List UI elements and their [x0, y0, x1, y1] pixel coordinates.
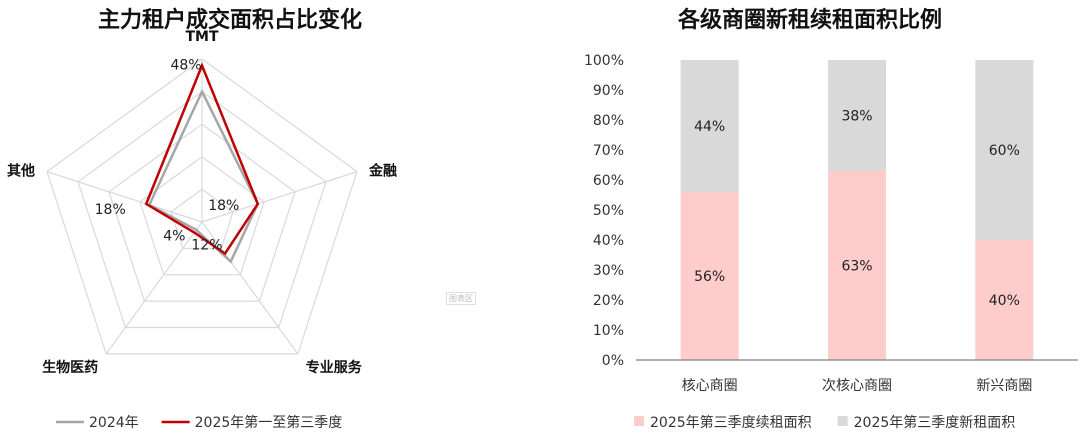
radar-legend-label: 2025年第一至第三季度 [195, 414, 343, 431]
bar-value-label: 38% [841, 109, 872, 125]
bar-value-label: 60% [989, 143, 1020, 159]
y-tick-label: 40% [593, 233, 624, 249]
x-category-label: 次核心商圈 [822, 378, 892, 394]
radar-spoke [105, 221, 203, 355]
radar-axis-label: 专业服务 [306, 359, 363, 376]
radar-spoke [201, 171, 358, 223]
radar-grid-ring [46, 58, 358, 355]
y-tick-label: 10% [593, 323, 624, 339]
bar-value-label: 40% [989, 293, 1020, 309]
y-tick-label: 50% [593, 203, 624, 219]
bar-legend-swatch [837, 416, 848, 426]
radar-spoke [201, 221, 299, 355]
radar-data-label: 4% [163, 229, 185, 245]
y-tick-label: 80% [593, 113, 624, 129]
radar-chart-title: 主力租户成交面积占比变化 [97, 8, 362, 33]
radar-axis-label: 其他 [7, 163, 35, 180]
radar-axis-label: 金融 [368, 163, 397, 180]
radar-data-label: 18% [95, 202, 126, 218]
y-tick-label: 20% [593, 293, 624, 309]
bar-value-label: 44% [694, 119, 725, 135]
radar-grid-ring [108, 123, 296, 302]
stacked-bar-chart-title: 各级商圈新租续租面积比例 [677, 8, 942, 33]
chart-area-watermark: 图表区 [446, 292, 476, 305]
stacked-bar-chart: 0% 10% 20% 30% 40% 50% 60% 70% 80% 90% 100% 56% 44% 核… [584, 53, 1078, 431]
bar-legend-label: 2025年第三季度新租面积 [854, 414, 1016, 431]
bar-segment-0 [828, 171, 886, 360]
radar-spoke [46, 171, 203, 223]
y-tick-label: 100% [584, 53, 624, 69]
radar-data-label: 48% [170, 58, 201, 74]
y-tick-label: 30% [593, 263, 624, 279]
y-tick-label: 90% [593, 83, 624, 99]
radar-grid-ring [77, 90, 327, 329]
bar-segment-1 [975, 60, 1034, 240]
stacked-bar-chart-panel: 各级商圈新租续租面积比例 0% 10% 20% 30% 40% 50% 60% 70% 80% 9… [540, 0, 1080, 439]
bar-segment-0 [975, 240, 1034, 360]
radar-axis-label: 生物医药 [42, 359, 98, 376]
y-tick-label: 0% [602, 353, 624, 369]
radar-legend-label: 2024年 [89, 415, 139, 431]
y-tick-label: 70% [593, 143, 624, 159]
bar-legend-label: 2025年第三季度续租面积 [650, 414, 812, 431]
bar-segment-1 [680, 60, 739, 192]
x-category-label: 核心商圈 [682, 378, 738, 394]
bar-segment-1 [828, 60, 886, 171]
radar-data-label: 18% [208, 198, 239, 214]
radar-data-label: 12% [191, 238, 222, 254]
bar-legend-swatch [634, 416, 644, 426]
radar-chart-panel: 主力租户成交面积占比变化 TMT 金融专业服务 生物医药 其他 48% 18% 12% 4% 1… [0, 0, 460, 439]
radar-series-1-line [144, 62, 260, 256]
bar-segment-0 [680, 192, 739, 360]
radar-axis-label: TMT [185, 29, 218, 45]
bar-value-label: 56% [694, 269, 725, 285]
radar-grid-ring [170, 188, 234, 249]
y-tick-label: 60% [593, 173, 624, 189]
bar-value-label: 63% [841, 259, 872, 275]
x-category-label: 新兴商圈 [976, 378, 1032, 394]
